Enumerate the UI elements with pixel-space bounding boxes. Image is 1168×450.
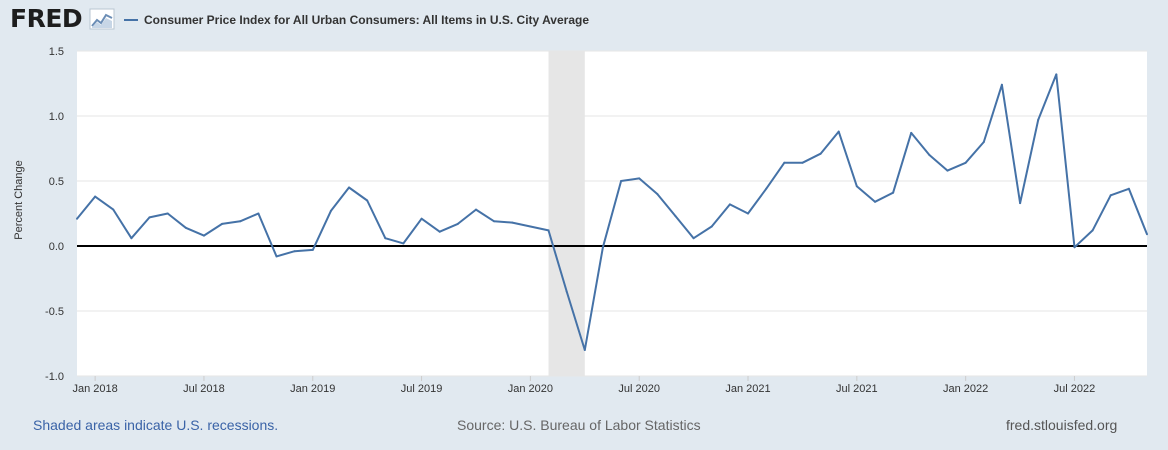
x-tick-label: Jul 2022	[1054, 383, 1096, 395]
data-point	[529, 225, 532, 228]
x-tick-label: Jan 2021	[725, 383, 770, 395]
recession-note-link[interactable]: Shaded areas indicate U.S. recessions.	[33, 417, 279, 433]
site-url[interactable]: fred.stlouisfed.org	[1006, 417, 1118, 433]
data-point	[112, 208, 115, 211]
data-point	[148, 216, 151, 219]
y-axis-label: Percent Change	[13, 160, 25, 240]
data-point	[202, 234, 205, 237]
data-point	[1091, 229, 1094, 232]
data-point	[728, 203, 731, 206]
data-point	[1146, 233, 1148, 236]
data-point	[620, 180, 623, 182]
data-point	[511, 221, 514, 224]
chart-legend[interactable]: Consumer Price Index for All Urban Consu…	[124, 11, 589, 29]
data-point	[1055, 73, 1058, 76]
data-point	[1019, 202, 1022, 205]
data-point	[76, 217, 78, 220]
data-point	[928, 154, 931, 156]
data-point	[456, 222, 459, 225]
data-point	[348, 186, 351, 189]
line-chart[interactable]: -1.0 -0.5 0.0 0.5 1.0 1.5 Jan 2018 Jul 2018 Jan…	[0, 0, 1168, 410]
chart-line-icon	[89, 8, 115, 30]
y-tick-label: 1.5	[49, 46, 64, 58]
data-point	[982, 141, 985, 143]
data-point	[402, 242, 405, 245]
y-tick-label: -1.0	[45, 371, 64, 383]
y-tick-label: 0.5	[49, 176, 64, 188]
data-point	[130, 237, 133, 240]
x-tick-label: Jan 2019	[290, 383, 335, 395]
data-point	[892, 191, 895, 194]
data-point	[366, 199, 369, 202]
series-line	[76, 73, 1148, 351]
data-point	[94, 195, 97, 198]
data-point	[910, 131, 913, 134]
x-tick-label: Jan 2018	[73, 383, 118, 395]
data-point	[964, 161, 967, 164]
data-point	[493, 220, 496, 223]
data-point	[257, 212, 260, 215]
source-text: Source: U.S. Bureau of Labor Statistics	[457, 417, 701, 433]
data-point	[221, 222, 224, 225]
data-point	[1127, 187, 1130, 190]
x-tick-label: Jul 2021	[836, 383, 878, 395]
data-point	[837, 130, 840, 133]
data-point	[474, 208, 477, 211]
data-point	[275, 255, 278, 258]
data-point	[1037, 118, 1040, 121]
fred-logo[interactable]: FRED	[10, 4, 83, 33]
data-point	[674, 215, 677, 218]
data-point	[801, 161, 804, 164]
data-point	[166, 212, 169, 215]
data-point	[384, 237, 387, 240]
x-tick-label: Jan 2020	[508, 383, 553, 395]
x-tick-label: Jul 2018	[183, 383, 225, 395]
data-point	[239, 220, 242, 223]
data-point	[819, 152, 822, 155]
y-tick-label: 1.0	[49, 111, 64, 123]
data-point	[547, 229, 550, 232]
x-tick-label: Jul 2020	[618, 383, 660, 395]
data-point	[873, 200, 876, 203]
data-point	[783, 161, 786, 164]
y-tick-label: -0.5	[45, 306, 64, 318]
legend-swatch	[124, 19, 138, 21]
data-point	[438, 230, 441, 233]
x-tick-label: Jan 2022	[943, 383, 988, 395]
recession-band	[548, 51, 585, 376]
data-point	[1109, 194, 1112, 197]
data-point	[656, 193, 659, 195]
data-point	[710, 225, 713, 228]
y-tick-label: 0.0	[49, 241, 64, 253]
data-point	[583, 349, 586, 351]
data-point	[638, 177, 641, 180]
data-point	[329, 209, 332, 212]
data-point	[946, 169, 949, 172]
data-point	[565, 290, 568, 293]
data-point	[293, 250, 296, 253]
data-point	[765, 187, 768, 190]
data-point	[184, 226, 187, 229]
x-tick-label: Jul 2019	[401, 383, 443, 395]
legend-series-label: Consumer Price Index for All Urban Consu…	[144, 13, 589, 27]
data-point	[1073, 246, 1076, 249]
data-point	[747, 212, 750, 215]
data-point	[692, 237, 695, 240]
chart-header: FRED Consumer Price Index for All Urban …	[0, 0, 1168, 40]
data-point	[311, 248, 314, 251]
data-point	[420, 217, 423, 220]
data-point	[1000, 83, 1003, 86]
data-point	[855, 185, 858, 188]
data-point	[601, 246, 604, 249]
